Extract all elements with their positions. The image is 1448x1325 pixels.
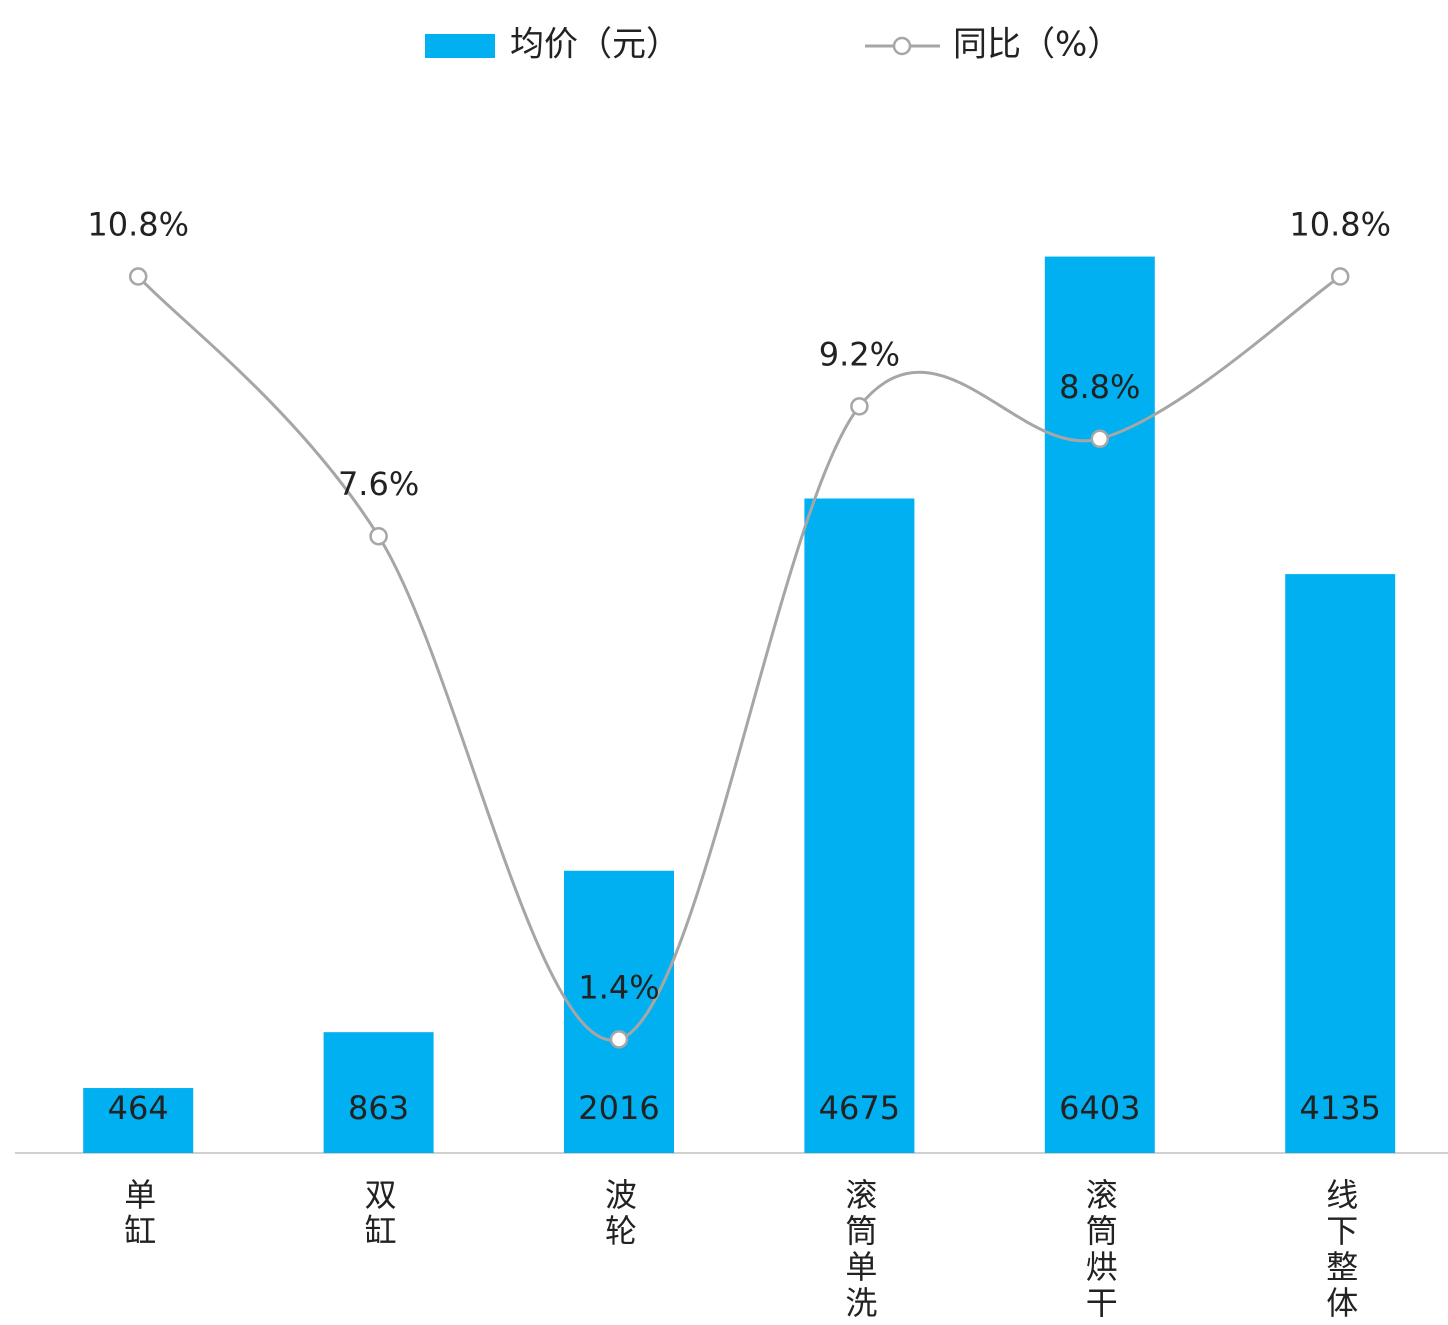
line-value-label: 10.8%	[87, 205, 189, 243]
line-value-label: 7.6%	[338, 465, 419, 503]
bar	[83, 1088, 194, 1153]
line-value-label: 8.8%	[1059, 368, 1140, 406]
bar-value-label: 4135	[1299, 1089, 1380, 1127]
line-point	[1090, 429, 1110, 449]
bar	[1044, 256, 1155, 1154]
bar	[1285, 574, 1396, 1153]
bar-value-label: 863	[348, 1089, 409, 1127]
line-value-label: 10.8%	[1289, 205, 1391, 243]
line-point	[1330, 267, 1350, 286]
line-point	[609, 1030, 629, 1049]
x-tick-label: 波轮	[600, 1178, 638, 1250]
x-tick-label: 滚筒单洗	[840, 1178, 878, 1322]
legend-swatch	[892, 36, 912, 56]
x-tick-label: 双缸	[360, 1178, 398, 1250]
line-point	[850, 397, 869, 416]
bar-value-label: 4675	[819, 1089, 900, 1127]
legend-swatch	[425, 34, 495, 58]
legend-label: 同比（%）	[953, 25, 1121, 65]
x-tick-label: 单缸	[119, 1178, 157, 1250]
bar	[323, 1032, 434, 1153]
bar-value-label: 2016	[578, 1089, 659, 1127]
line-point	[369, 526, 388, 546]
x-tick-label: 线下整体	[1321, 1178, 1359, 1322]
line-value-label: 1.4%	[578, 968, 659, 1006]
bar	[564, 870, 674, 1153]
line-point	[128, 267, 148, 286]
x-tick-label: 滚筒烘干	[1081, 1178, 1119, 1322]
bar-value-label: 6403	[1059, 1089, 1140, 1127]
line	[137, 275, 1342, 1042]
bar-value-label: 464	[108, 1089, 169, 1127]
line-value-label: 9.2%	[819, 335, 900, 373]
legend-label: 均价（元）	[510, 25, 680, 65]
bar	[804, 498, 915, 1153]
